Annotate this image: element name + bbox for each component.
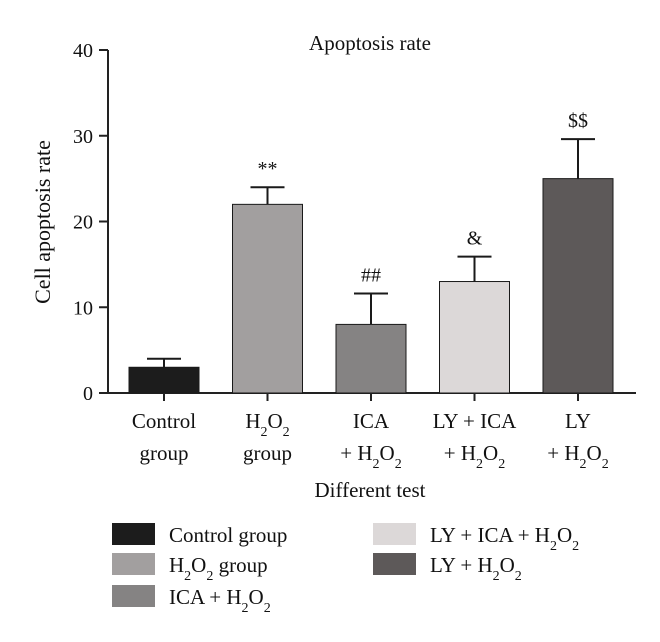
significance-label: ##: [361, 265, 381, 287]
x-tick-label: + H2O2: [444, 441, 505, 472]
significance-label: **: [258, 158, 278, 180]
legend-swatch: [112, 523, 155, 545]
x-tick-label: Control: [132, 409, 196, 433]
bar: [542, 178, 614, 394]
bar: [128, 366, 200, 394]
legend-label: Control group: [169, 523, 287, 547]
x-tick-label: group: [243, 441, 292, 465]
x-axis-label: Different test: [315, 478, 426, 502]
x-tick-label: LY: [565, 409, 591, 433]
legend-label: LY + H2O2: [430, 553, 522, 584]
chart-title: Apoptosis rate: [309, 31, 431, 55]
x-tick-label: group: [140, 441, 189, 465]
y-tick-label: 10: [73, 297, 93, 319]
bar: [439, 281, 510, 394]
legend-label: ICA + H2O2: [169, 585, 271, 616]
y-tick-label: 40: [73, 40, 93, 62]
x-tick-label: + H2O2: [340, 441, 401, 472]
y-tick-label: 20: [73, 212, 93, 234]
y-tick-label: 0: [83, 383, 93, 405]
significance-label: $$: [568, 110, 588, 132]
y-tick-label: 30: [73, 126, 93, 148]
legend-swatch: [373, 553, 416, 575]
x-tick-label: + H2O2: [547, 441, 608, 472]
legend-swatch: [112, 553, 155, 575]
significance-label: &: [467, 228, 483, 250]
x-tick-label: H2O2: [245, 409, 289, 440]
x-tick-label: ICA: [353, 409, 390, 433]
legend-swatch: [373, 523, 416, 545]
legend-label: LY + ICA + H2O2: [430, 523, 579, 554]
bar: [335, 323, 407, 394]
x-tick-label: LY + ICA: [433, 409, 517, 433]
legend-label: H2O2 group: [169, 553, 268, 584]
y-axis-label: Cell apoptosis rate: [30, 140, 55, 304]
legend-swatch: [112, 585, 155, 607]
bar: [232, 203, 303, 394]
